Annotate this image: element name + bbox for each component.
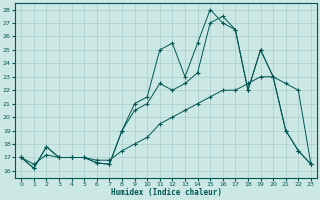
X-axis label: Humidex (Indice chaleur): Humidex (Indice chaleur) bbox=[111, 188, 221, 197]
